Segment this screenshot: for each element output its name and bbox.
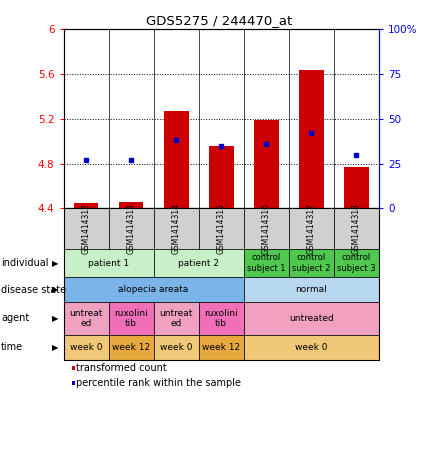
Text: untreat
ed: untreat ed xyxy=(159,309,193,328)
Text: ▶: ▶ xyxy=(52,314,58,323)
Text: ▶: ▶ xyxy=(52,285,58,294)
Text: disease state: disease state xyxy=(1,284,66,295)
Text: ruxolini
tib: ruxolini tib xyxy=(114,309,148,328)
Text: agent: agent xyxy=(1,313,29,323)
Text: GSM1414313: GSM1414313 xyxy=(127,203,136,254)
Text: control
subject 2: control subject 2 xyxy=(292,254,331,273)
Text: week 0: week 0 xyxy=(295,343,328,352)
Bar xyxy=(299,70,324,208)
Text: alopecia areata: alopecia areata xyxy=(119,285,189,294)
Text: ▶: ▶ xyxy=(52,343,58,352)
Text: GSM1414315: GSM1414315 xyxy=(217,203,226,254)
Text: patient 1: patient 1 xyxy=(88,259,129,268)
Bar xyxy=(74,203,99,208)
Text: GSM1414317: GSM1414317 xyxy=(307,203,316,254)
Bar xyxy=(254,120,279,208)
Text: normal: normal xyxy=(295,285,327,294)
Bar xyxy=(164,111,188,208)
Text: GDS5275 / 244470_at: GDS5275 / 244470_at xyxy=(146,14,292,27)
Text: patient 2: patient 2 xyxy=(178,259,219,268)
Text: untreat
ed: untreat ed xyxy=(69,309,103,328)
Text: ▶: ▶ xyxy=(52,259,58,268)
Text: week 0: week 0 xyxy=(160,343,192,352)
Text: transformed count: transformed count xyxy=(76,363,166,373)
Text: week 12: week 12 xyxy=(112,343,150,352)
Text: percentile rank within the sample: percentile rank within the sample xyxy=(76,378,241,388)
Text: control
subject 3: control subject 3 xyxy=(337,254,376,273)
Bar xyxy=(119,202,144,208)
Text: time: time xyxy=(1,342,23,352)
Text: untreated: untreated xyxy=(289,314,334,323)
Text: individual: individual xyxy=(1,258,48,268)
Text: week 12: week 12 xyxy=(202,343,240,352)
Bar xyxy=(344,167,369,208)
Text: GSM1414312: GSM1414312 xyxy=(81,203,91,254)
Text: control
subject 1: control subject 1 xyxy=(247,254,286,273)
Bar xyxy=(209,146,233,208)
Text: GSM1414316: GSM1414316 xyxy=(262,203,271,254)
Text: GSM1414318: GSM1414318 xyxy=(352,203,361,254)
Text: ruxolini
tib: ruxolini tib xyxy=(204,309,238,328)
Text: GSM1414314: GSM1414314 xyxy=(172,203,180,254)
Text: week 0: week 0 xyxy=(70,343,102,352)
